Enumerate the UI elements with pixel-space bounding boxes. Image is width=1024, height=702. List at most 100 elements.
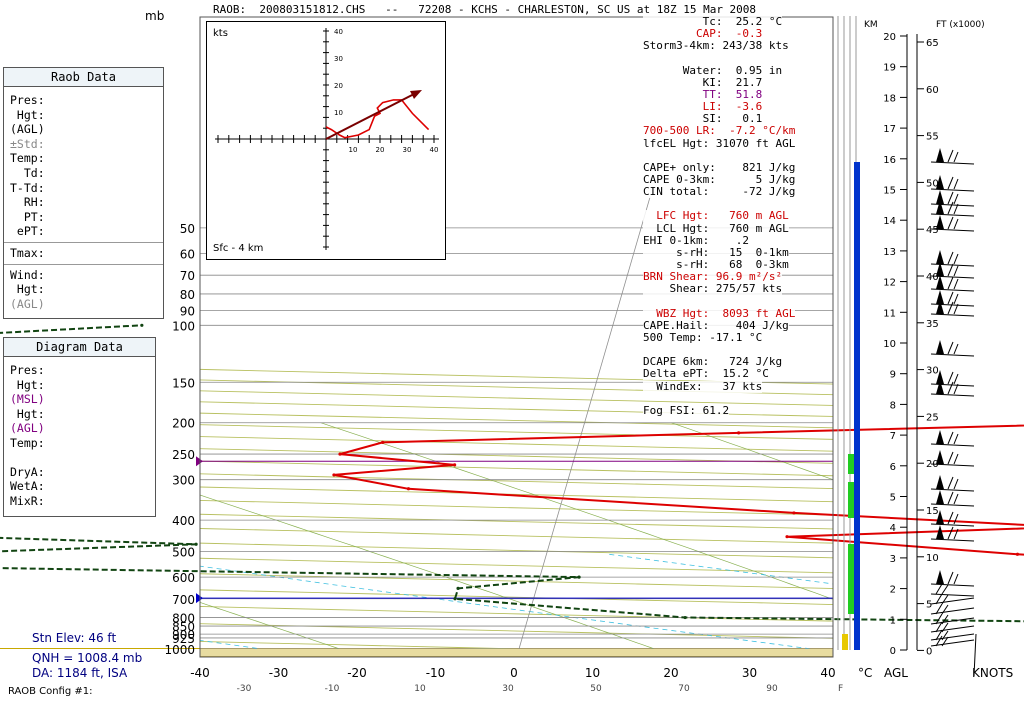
sounding-point: [332, 473, 336, 477]
sounding-point: [737, 431, 741, 435]
wind-barb: [930, 148, 975, 165]
km-tick-label: 3: [890, 554, 896, 565]
wind-barb: [930, 629, 975, 641]
km-tick-label: 13: [883, 247, 896, 258]
pressure-tick-label: 500: [172, 545, 195, 559]
barb-pennant: [936, 250, 944, 264]
barb-flag: [941, 604, 949, 615]
barb-staff: [930, 597, 975, 605]
barb-flag: [947, 476, 954, 490]
barb-flag: [953, 453, 959, 465]
dry-adiabat: [200, 424, 833, 440]
panel-divider: [4, 241, 163, 243]
temperature-trace: [333, 424, 1024, 556]
wind-barb: [930, 490, 975, 507]
km-tick-label: 2: [890, 585, 896, 596]
temp-tick-label: 30: [742, 666, 757, 680]
raob-row-1: Hgt:: [10, 107, 45, 122]
ft-tick-label: 5: [926, 600, 932, 611]
diagram-data-title: Diagram Data: [4, 338, 155, 357]
pressure-tick-label: 900: [172, 628, 195, 642]
index-line: s-rH: 15 0-1km: [643, 245, 789, 259]
raob-row-7: RH:: [10, 195, 45, 210]
barb-staff: [930, 383, 975, 387]
barb-flag: [935, 635, 943, 647]
barb-flag: [935, 593, 943, 605]
raob-row-2: (AGL): [10, 122, 45, 137]
km-label: KM: [864, 20, 878, 30]
km-tick-label: 14: [883, 216, 896, 227]
sounding-point: [194, 542, 198, 546]
barb-flag: [935, 603, 943, 615]
barb-staff: [930, 443, 975, 447]
barb-flag: [947, 176, 954, 190]
hodo-footer: Sfc - 4 km: [213, 243, 263, 254]
raob-row-3: ±Std:: [10, 136, 45, 151]
temp-tick-label: 20: [663, 666, 678, 680]
barb-flag: [941, 594, 949, 605]
pressure-tick-label: 150: [172, 376, 195, 390]
temp-tick-label: -30: [269, 666, 289, 680]
pressure-tick-label: 200: [172, 417, 195, 431]
barb-flag: [935, 629, 943, 641]
ft-tick-label: 65: [926, 38, 939, 49]
hodograph-trace: [325, 99, 430, 139]
diagram-data-panel: Diagram Data Pres: Hgt: (MSL) Hgt: (AGL) Te…: [3, 337, 156, 517]
km-tick-label: 1: [890, 615, 896, 626]
fahrenheit-tick-label: 90: [766, 684, 778, 694]
barb-flag: [953, 193, 959, 205]
barb-staff: [930, 313, 975, 317]
moisture-bar: [848, 454, 854, 474]
km-tick-label: 11: [883, 308, 896, 319]
index-line: lfcEL Hgt: 31070 ft AGL: [643, 136, 796, 150]
km-tick-label: 9: [890, 370, 896, 381]
index-line: Shear: 275/57 kts: [643, 282, 783, 296]
ft-tick-label: 25: [926, 412, 939, 423]
ft-tick-label: 40: [926, 272, 939, 283]
temp-tick-label: -10: [426, 666, 446, 680]
ground-band: [199, 648, 834, 657]
raob-tmax: Tmax:: [10, 245, 45, 260]
sounding-point: [453, 463, 457, 467]
wind-barb: [930, 613, 975, 625]
panel-divider: [4, 263, 163, 265]
wind-barb: [930, 510, 975, 527]
barb-staff: [930, 538, 975, 542]
index-line: Tc: 25.2 °C: [643, 15, 783, 28]
index-line: CAPE 0-3km: 5 J/kg: [643, 172, 796, 186]
barb-pennant: [936, 525, 944, 539]
diagram-row-2-1: WetA:: [10, 479, 45, 494]
barb-flag: [947, 191, 954, 205]
raob-wind-row-1: Hgt:: [10, 282, 45, 297]
index-line: CAPE+ only: 821 J/kg: [643, 160, 796, 174]
pressure-tick-label: 300: [172, 474, 195, 488]
index-line: WBZ Hgt: 8093 ft AGL: [643, 306, 796, 320]
fahrenheit-tick-label: 30: [502, 684, 514, 694]
pressure-tick-label: 80: [180, 288, 195, 302]
index-line: EHI 0-1km: .2: [643, 233, 749, 247]
barb-pennant: [936, 148, 944, 162]
barb-flag: [941, 584, 949, 595]
barb-flag: [947, 431, 954, 445]
barb-flag: [935, 613, 943, 625]
km-tick-label: 10: [883, 339, 896, 350]
pressure-tick-label: 700: [172, 593, 195, 607]
raob-data-title: Raob Data: [4, 68, 163, 87]
barb-pennant: [936, 290, 944, 304]
barb-flag: [953, 528, 959, 540]
pressure-tick-label: 925: [172, 632, 195, 646]
barb-flag: [947, 381, 954, 395]
barb-pennant: [936, 475, 944, 489]
height-scales: KM20191817161514131211109876543210AGLFT …: [837, 16, 1013, 680]
raob-row-0: Pres:: [10, 93, 45, 107]
barb-staff: [930, 213, 975, 217]
raob-data-panel: Raob Data Pres: Hgt: (AGL) ±Std: Temp: Td: T…: [3, 67, 164, 319]
barb-flag: [935, 621, 943, 633]
barb-flag: [953, 383, 959, 395]
km-tick-label: 19: [883, 63, 896, 74]
wind-barb: [930, 621, 975, 633]
wind-barb: [930, 430, 975, 447]
barb-staff: [930, 203, 975, 207]
km-tick-label: 12: [883, 278, 896, 289]
hodo-tick-label: 30: [334, 55, 343, 63]
